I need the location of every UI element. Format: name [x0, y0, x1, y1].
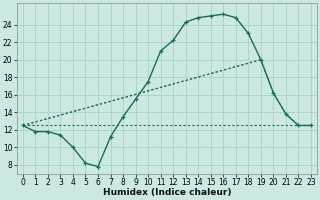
X-axis label: Humidex (Indice chaleur): Humidex (Indice chaleur) — [103, 188, 231, 197]
